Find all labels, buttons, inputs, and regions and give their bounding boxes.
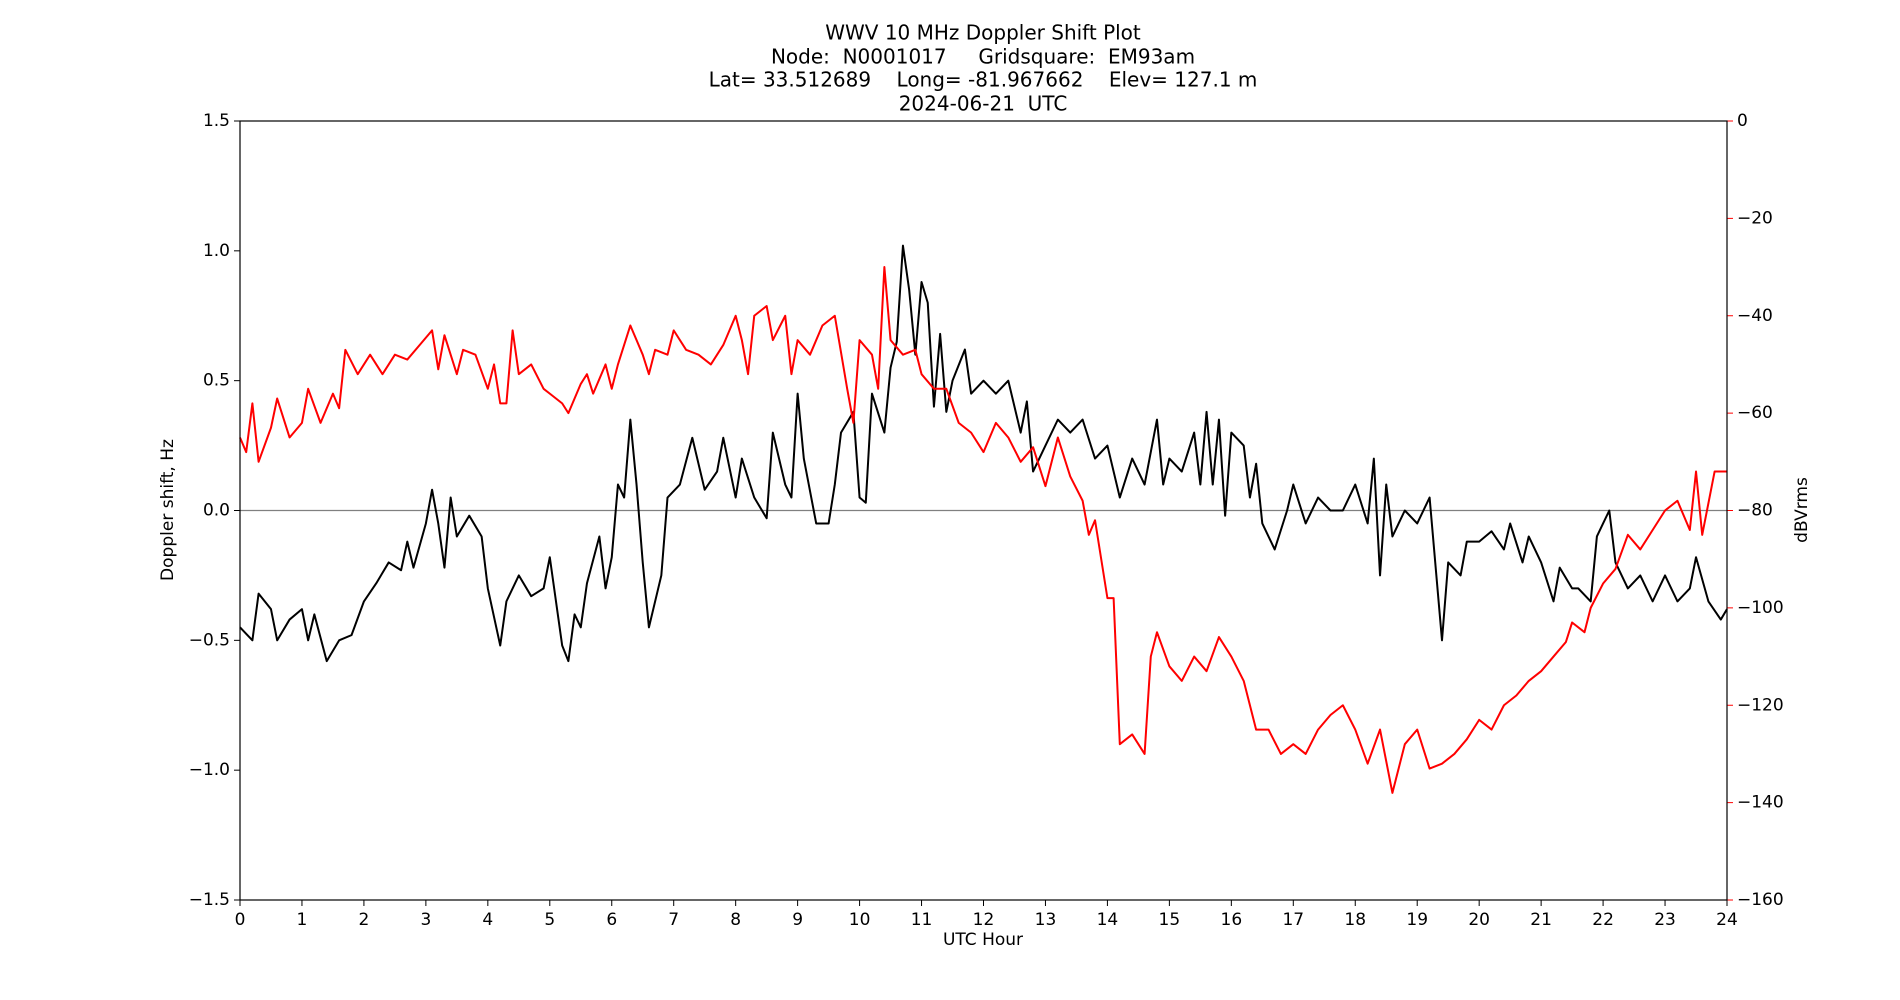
x-tick-label: 12 <box>973 910 995 930</box>
x-tick-label: 23 <box>1654 910 1676 930</box>
x-tick-label: 17 <box>1282 910 1304 930</box>
x-tick-label: 7 <box>668 910 679 930</box>
y-tick-label: −1.5 <box>189 890 230 910</box>
y-tick-label: −1.0 <box>189 760 230 780</box>
x-tick-label: 2 <box>359 910 370 930</box>
x-tick-label: 0 <box>235 910 246 930</box>
y2-tick-label: −60 <box>1737 403 1773 423</box>
x-tick-label: 3 <box>420 910 431 930</box>
x-tick-label: 19 <box>1406 910 1428 930</box>
x-tick-label: 18 <box>1344 910 1366 930</box>
y-tick-label: 0.0 <box>203 501 230 521</box>
x-tick-label: 4 <box>482 910 493 930</box>
y2-axis-label: dBVrms <box>1792 477 1812 543</box>
x-tick-label: 20 <box>1468 910 1490 930</box>
x-tick-label: 5 <box>544 910 555 930</box>
x-tick-label: 15 <box>1159 910 1181 930</box>
x-axis-label: UTC Hour <box>943 930 1023 950</box>
y-axis-label: Doppler shift, Hz <box>158 439 178 581</box>
x-tick-label: 8 <box>730 910 741 930</box>
y-tick-label: 1.0 <box>203 241 230 261</box>
x-tick-label: 14 <box>1097 910 1119 930</box>
y-tick-label: 1.5 <box>203 111 230 131</box>
chart-title: WWV 10 MHz Doppler Shift Plot <box>825 21 1141 45</box>
y-tick-label: −0.5 <box>189 630 230 650</box>
y2-tick-label: −160 <box>1737 890 1784 910</box>
x-tick-label: 21 <box>1530 910 1552 930</box>
x-tick-label: 1 <box>297 910 308 930</box>
y2-tick-label: −40 <box>1737 306 1773 326</box>
y2-tick-label: −140 <box>1737 793 1784 813</box>
y2-tick-label: −100 <box>1737 598 1784 618</box>
x-tick-label: 22 <box>1592 910 1614 930</box>
x-tick-label: 9 <box>792 910 803 930</box>
y2-tick-label: −20 <box>1737 208 1773 228</box>
chart-subtitle: Lat= 33.512689 Long= -81.967662 Elev= 12… <box>709 68 1258 92</box>
y2-tick-label: 0 <box>1737 111 1748 131</box>
x-tick-label: 16 <box>1221 910 1243 930</box>
y2-tick-label: −120 <box>1737 695 1784 715</box>
x-tick-label: 11 <box>911 910 933 930</box>
plot-frame <box>239 120 1728 901</box>
x-tick-label: 6 <box>606 910 617 930</box>
series-line <box>239 244 1728 663</box>
x-tick-label: 24 <box>1716 910 1738 930</box>
x-tick-label: 10 <box>849 910 871 930</box>
y-tick-label: 0.5 <box>203 371 230 391</box>
chart-subtitle: Node: N0001017 Gridsquare: EM93am <box>771 45 1195 69</box>
x-tick-label: 13 <box>1035 910 1057 930</box>
series-line <box>239 266 1727 794</box>
chart-subtitle: 2024-06-21 UTC <box>899 92 1068 116</box>
y2-tick-label: −80 <box>1737 501 1773 521</box>
